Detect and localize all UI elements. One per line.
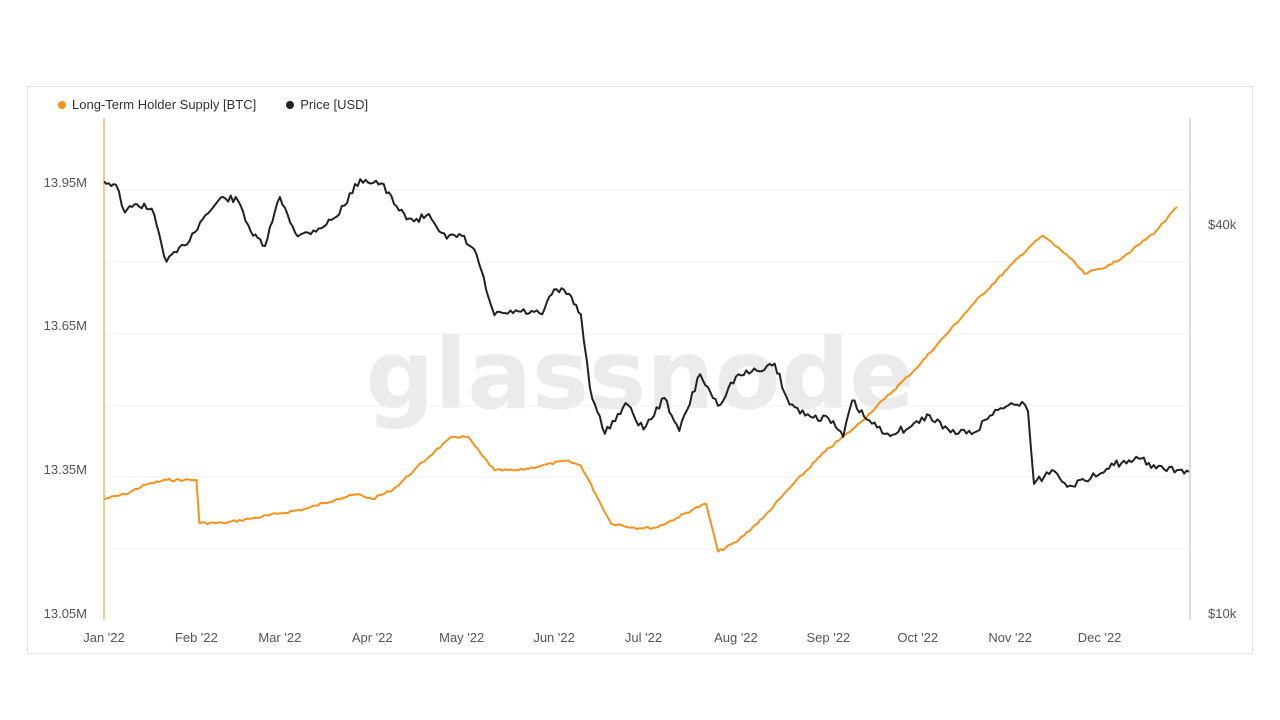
legend-label-price: Price [USD] xyxy=(300,97,369,112)
x-tick-label: Aug '22 xyxy=(714,630,758,645)
legend: Long-Term Holder Supply [BTC] Price [USD… xyxy=(58,97,368,112)
watermark-glassnode: glassnode xyxy=(366,319,915,431)
y-right-tick-label: $40k xyxy=(1208,217,1237,232)
y-left-tick-label: 13.65M xyxy=(44,318,87,333)
x-tick-label: Mar '22 xyxy=(258,630,301,645)
x-tick-label: May '22 xyxy=(439,630,484,645)
x-tick-label: Jul '22 xyxy=(625,630,662,645)
x-tick-label: Jun '22 xyxy=(533,630,575,645)
legend-item-price[interactable]: Price [USD] xyxy=(286,97,368,112)
x-tick-label: Nov '22 xyxy=(988,630,1032,645)
legend-marker-price xyxy=(286,100,295,109)
series-line-price xyxy=(103,178,1190,488)
legend-item-lth-supply[interactable]: Long-Term Holder Supply [BTC] xyxy=(58,97,256,112)
y-left-tick-label: 13.95M xyxy=(44,175,87,190)
x-tick-label: Jan '22 xyxy=(83,630,125,645)
series-line-lth-supply xyxy=(103,206,1178,553)
x-tick-label: Oct '22 xyxy=(897,630,938,645)
x-tick-label: Feb '22 xyxy=(175,630,218,645)
y-left-tick-label: 13.05M xyxy=(44,606,87,621)
y-left-tick-label: 13.35M xyxy=(44,462,87,477)
chart-frame xyxy=(27,86,1253,654)
x-tick-label: Dec '22 xyxy=(1078,630,1122,645)
y-right-tick-label: $10k xyxy=(1208,606,1237,621)
x-tick-label: Sep '22 xyxy=(806,630,850,645)
x-tick-label: Apr '22 xyxy=(352,630,393,645)
legend-label-lth-supply: Long-Term Holder Supply [BTC] xyxy=(72,97,257,112)
legend-marker-lth-supply xyxy=(58,100,66,109)
